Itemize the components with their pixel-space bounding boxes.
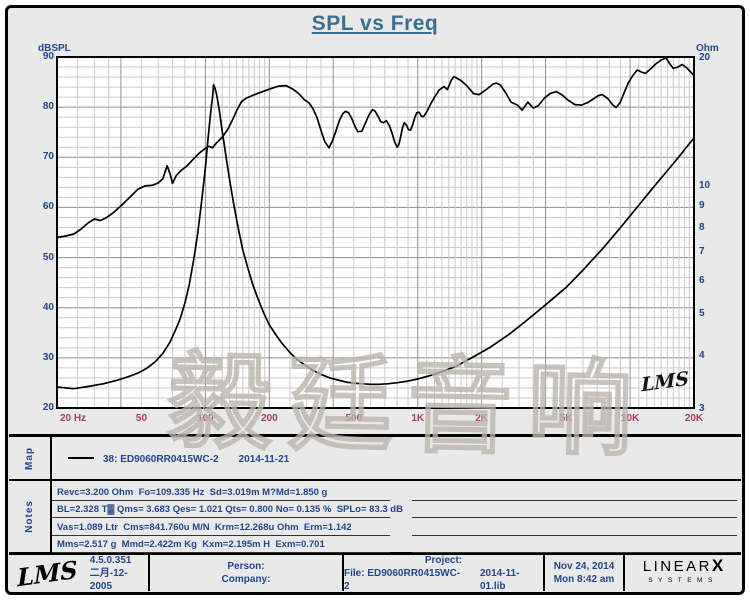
y-right-tick-6: 6 (699, 274, 705, 286)
y-left-tick-40: 40 (42, 301, 54, 313)
page-title: SPL vs Freq (311, 12, 439, 35)
note-ruled-line (412, 483, 737, 502)
y-right-tick-8: 8 (699, 221, 705, 233)
project-label: Project: (424, 554, 463, 566)
footer-brand-cell: LINEARX SYSTEMS (623, 555, 741, 591)
impedance-curve (56, 84, 695, 390)
legend-curve-name: 38: ED9060RR0415WC-2 (103, 454, 219, 465)
y-left-tick-50: 50 (42, 251, 54, 263)
y-right-tick-3: 3 (699, 403, 705, 414)
x-tick-50: 50 (135, 413, 148, 424)
person-label: Person: (227, 561, 265, 572)
notes-body: Revc=3.200 Ohm Fo=109.335 Hz Sd=3.019m M… (52, 481, 741, 553)
y-left-tick-90: 90 (42, 51, 54, 62)
footer-version-cell: LMS 4.5.0.351 二月-12-2005 (9, 554, 148, 592)
x-tick-5K: 5K (559, 413, 573, 424)
note-line-2: BL=2.328 T▓ Qms= 3.683 Qes= 1.021 Qts= 0… (57, 504, 403, 516)
footer-person-cell: Person: Company: (148, 555, 342, 591)
note-row: BL=2.328 T▓ Qms= 3.683 Qes= 1.021 Qts= 0… (52, 500, 737, 519)
y-right-tick-20: 20 (699, 52, 711, 63)
y-right-tick-4: 4 (699, 349, 705, 361)
x-tick-200: 200 (260, 413, 278, 424)
y-right-tick-7: 7 (699, 246, 705, 258)
map-panel-label: Map (9, 437, 52, 479)
company-label: Company: (221, 574, 271, 585)
chart-plot (56, 56, 695, 409)
linearx-logo: LINEARX SYSTEMS (642, 556, 724, 584)
footer-bar: LMS 4.5.0.351 二月-12-2005 Person: Company… (9, 554, 741, 592)
x-tick-1K: 1K (411, 413, 425, 424)
note-ruled-line (412, 517, 737, 536)
note-line-4: Mms=2.517 g Mmd=2.422m Kg Kxm=2.195m H E… (57, 538, 325, 550)
legend-curve-date: 2014-11-21 (238, 454, 290, 465)
y-right-tick-5: 5 (699, 308, 705, 320)
note-row: Vas=1.089 Ltr Cms=841.760u M/N Krm=12.26… (52, 517, 737, 536)
footer-date-cell: Nov 24, 2014 Mon 8:42 am (543, 555, 623, 591)
notes-panel: Notes Revc=3.200 Ohm Fo=109.335 Hz Sd=3.… (9, 481, 741, 555)
footer-project-cell: Project: File: ED9060RR0415WC-2 2014-11-… (342, 554, 543, 592)
map-legend: 38: ED9060RR0415WC-2 2014-11-21 (52, 437, 741, 479)
note-ruled-line (412, 535, 737, 553)
lms-logo: LMS (16, 554, 78, 592)
y-right-tick-9: 9 (699, 199, 705, 211)
y-left-tick-20: 20 (42, 402, 54, 413)
note-row: Mms=2.517 g Mmd=2.422m Kg Kxm=2.195m H E… (52, 536, 737, 553)
y-left-tick-60: 60 (42, 201, 54, 213)
report-date: Nov 24, 2014 (553, 561, 615, 572)
y-left-axis-label: dBSPL (38, 43, 71, 54)
x-tick-2K: 2K (475, 413, 489, 424)
x-tick-10K: 10K (620, 413, 640, 424)
x-tick-100: 100 (197, 413, 214, 424)
note-ruled-line (412, 500, 737, 519)
map-panel: Map 38: ED9060RR0415WC-2 2014-11-21 (9, 434, 741, 481)
x-tick-20K: 20K (684, 413, 704, 424)
spl-curve (56, 57, 695, 239)
notes-panel-label: Notes (9, 481, 52, 552)
app-build-date: 二月-12-2005 (89, 567, 128, 592)
note-line-1: Revc=3.200 Ohm Fo=109.335 Hz Sd=3.019m M… (57, 487, 328, 499)
plot-background (57, 57, 694, 408)
plot-border (56, 56, 695, 409)
y-left-tick-70: 70 (42, 151, 54, 163)
y-left-tick-30: 30 (42, 351, 54, 363)
report-time: Mon 8:42 am (553, 574, 615, 585)
y-right-axis-label: Ohm (696, 43, 719, 54)
legend-line-swatch (68, 457, 94, 459)
x-tick-20Hz: 20 Hz (59, 413, 87, 424)
y-right-tick-10: 10 (699, 180, 711, 192)
note-row: Revc=3.200 Ohm Fo=109.335 Hz Sd=3.019m M… (52, 483, 737, 502)
x-tick-500: 500 (345, 413, 363, 424)
app-version: 4.5.0.351 (89, 554, 132, 566)
lib-file-name: 2014-11-01.lib (479, 567, 520, 592)
note-line-3: Vas=1.089 Ltr Cms=841.760u M/N Krm=12.26… (57, 521, 352, 533)
file-name: File: ED9060RR0415WC-2 (344, 567, 461, 592)
y-left-tick-80: 80 (42, 101, 54, 113)
